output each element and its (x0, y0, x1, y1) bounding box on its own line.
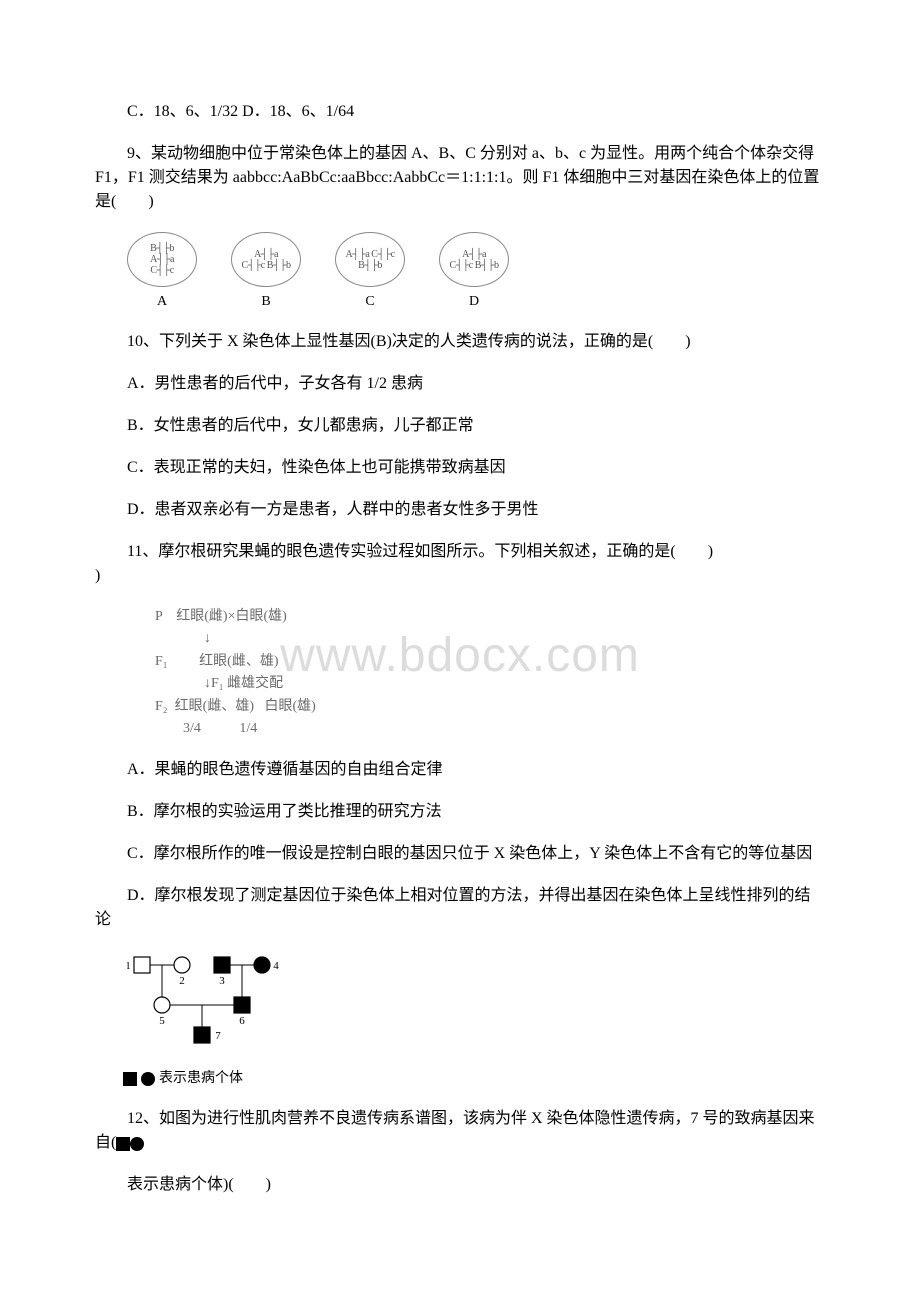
q12-text: 12、如图为进行性肌肉营养不良遗传病系谱图，该病为伴 X 染色体隐性遗传病，7 … (95, 1107, 825, 1155)
legend-square-icon (123, 1072, 137, 1086)
page-content: C．18、6、1/32 D．18、6、1/64 9、某动物细胞中位于常染色体上的… (95, 100, 825, 1197)
q10-b: B．女性患者的后代中，女儿都患病，儿子都正常 (95, 414, 825, 438)
cell-c: A┤├a C┤├c B┤├b (335, 232, 405, 287)
q8-options-tail: C．18、6、1/32 D．18、6、1/64 (95, 100, 825, 124)
label-c: C (335, 291, 405, 312)
q9-option-c: A┤├a C┤├c B┤├b C (335, 232, 405, 312)
cross-arrow1: ↓ (155, 628, 825, 650)
pedigree-svg: 1 2 3 4 5 6 7 (127, 950, 297, 1050)
q11-b: B．摩尔根的实验运用了类比推理的研究方法 (95, 800, 825, 824)
q10-c: C．表现正常的夫妇，性染色体上也可能携带致病基因 (95, 456, 825, 480)
q10-d: D．患者双亲必有一方是患者，人群中的患者女性多于男性 (95, 498, 825, 522)
cross-arrow2: ↓F₁ 雌雄交配 (155, 673, 825, 695)
label-d: D (439, 291, 509, 312)
label-b: B (231, 291, 301, 312)
cell-a: B┤├b A┤├a C┤├c (127, 232, 197, 287)
pedigree-legend: 表示患病个体 (123, 1068, 825, 1089)
svg-text:5: 5 (159, 1015, 165, 1027)
cross-f1: F₁ 红眼(雌、雄) (155, 651, 825, 673)
q11-c: C．摩尔根所作的唯一假设是控制白眼的基因只位于 X 染色体上，Y 染色体上不含有… (95, 842, 825, 866)
q11-d: D．摩尔根发现了测定基因位于染色体上相对位置的方法，并得出基因在染色体上呈线性排… (95, 884, 825, 932)
svg-text:7: 7 (215, 1030, 221, 1042)
cell-b: A┤├a C┤├c B┤├b (231, 232, 301, 287)
cell-d: A┤├a C┤├c B┤├b (439, 232, 509, 287)
pedigree-diagram: 1 2 3 4 5 6 7 (127, 950, 825, 1050)
inline-square-icon (116, 1137, 130, 1151)
q11-a: A．果蝇的眼色遗传遵循基因的自由组合定律 (95, 758, 825, 782)
svg-text:4: 4 (273, 960, 279, 972)
cross-ratio: 3/4 1/4 (155, 718, 825, 740)
svg-text:6: 6 (239, 1015, 245, 1027)
q12-tail: 表示患病个体)( ) (95, 1173, 825, 1197)
svg-text:1: 1 (127, 960, 131, 972)
legend-circle-icon (141, 1072, 155, 1086)
q10-text: 10、下列关于 X 染色体上显性基因(B)决定的人类遗传病的说法，正确的是( ) (95, 330, 825, 354)
q11-cross-diagram: P 红眼(雌)×白眼(雄) ↓ F₁ 红眼(雌、雄) ↓F₁ 雌雄交配 F₂ 红… (155, 606, 825, 740)
q10-a: A．男性患者的后代中，子女各有 1/2 患病 (95, 372, 825, 396)
q9-option-d: A┤├a C┤├c B┤├b D (439, 232, 509, 312)
q9-text: 9、某动物细胞中位于常染色体上的基因 A、B、C 分别对 a、b、c 为显性。用… (95, 142, 825, 214)
legend-text: 表示患病个体 (159, 1068, 243, 1089)
inline-circle-icon (130, 1137, 144, 1151)
q9-option-a: B┤├b A┤├a C┤├c A (127, 232, 197, 312)
label-a: A (127, 291, 197, 312)
q9-option-b: A┤├a C┤├c B┤├b B (231, 232, 301, 312)
cross-f2: F₂ 红眼(雌、雄) 白眼(雄) (155, 696, 825, 718)
q11-text: 11、摩尔根研究果蝇的眼色遗传实验过程如图所示。下列相关叙述，正确的是( )) (95, 540, 825, 588)
svg-text:3: 3 (219, 975, 225, 987)
q9-diagram-row: B┤├b A┤├a C┤├c A A┤├a C┤├c B┤├b B A┤├a C… (127, 232, 825, 312)
svg-text:2: 2 (179, 975, 185, 987)
cross-p: P 红眼(雌)×白眼(雄) (155, 606, 825, 628)
